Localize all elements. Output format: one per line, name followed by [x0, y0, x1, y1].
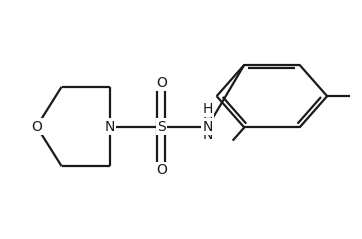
Text: O: O	[31, 120, 42, 134]
Text: H
N: H N	[203, 111, 213, 141]
Text: H: H	[203, 102, 213, 116]
Text: N: N	[105, 120, 115, 134]
Text: S: S	[157, 120, 166, 134]
Text: O: O	[156, 76, 167, 90]
Text: O: O	[156, 163, 167, 177]
Text: N: N	[203, 120, 213, 134]
